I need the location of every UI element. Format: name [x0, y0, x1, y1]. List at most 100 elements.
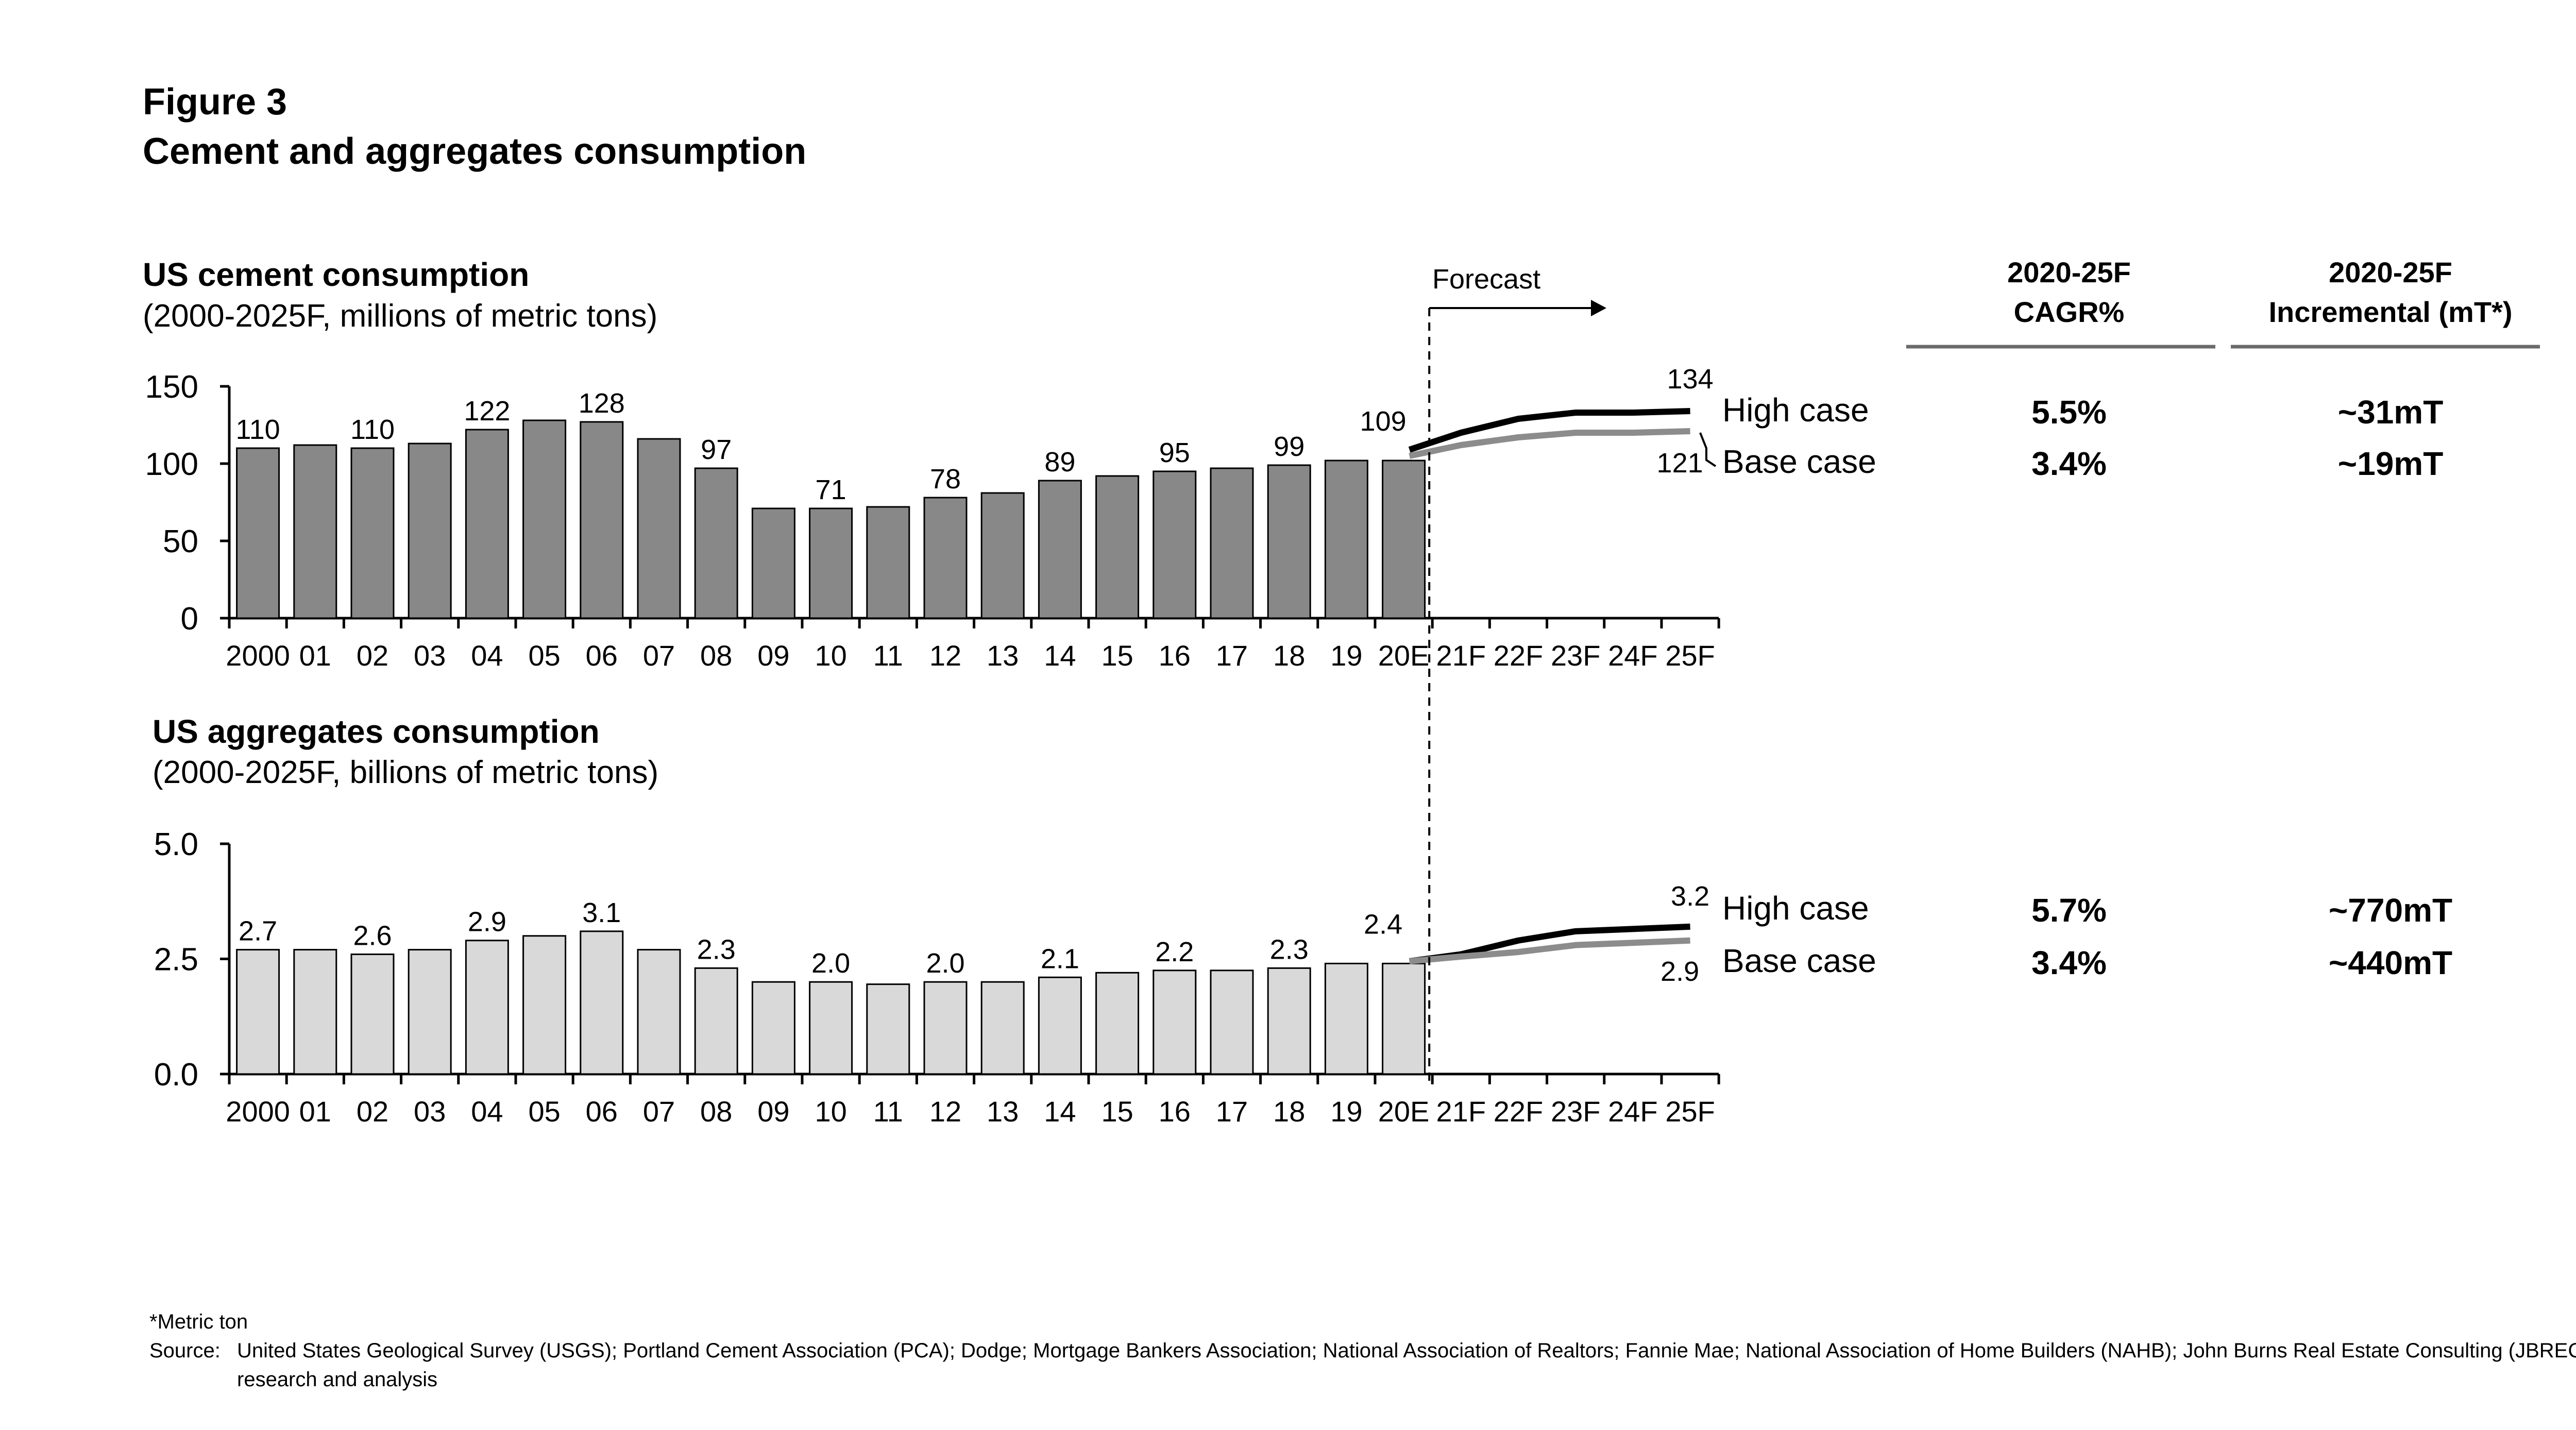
case-name: High case	[1722, 890, 1869, 927]
incremental-value: ~440mT	[2329, 944, 2452, 981]
bar-data-label: 2.7	[239, 916, 277, 947]
high-case-end-label: 3.2	[1671, 881, 1709, 912]
x-tick-label: 03	[414, 1095, 446, 1128]
bar	[694, 467, 738, 619]
x-tick-label: 02	[357, 1095, 388, 1128]
x-tick-label: 11	[873, 1095, 903, 1128]
forecast-label: Forecast	[1432, 264, 1540, 295]
footnotes: *Metric ton Source: United States Geolog…	[149, 1307, 2576, 1394]
bar-data-label: 2.0	[811, 948, 850, 979]
x-tick-label: 09	[757, 1095, 789, 1128]
cagr-header-line2: CAGR%	[2014, 296, 2125, 328]
bar-data-label: 97	[701, 434, 732, 465]
bar-data-label: 99	[1274, 431, 1304, 462]
x-tick-label: 06	[586, 1095, 618, 1128]
x-tick-label: 07	[643, 1095, 675, 1128]
y-tick-label: 2.5	[154, 942, 198, 978]
bar	[293, 949, 337, 1075]
x-tick-label: 11	[873, 639, 903, 672]
bar	[866, 506, 910, 619]
bar	[1267, 464, 1311, 619]
x-tick-label: 04	[471, 1095, 503, 1128]
panel-subtitle: (2000-2025F, billions of metric tons)	[152, 755, 658, 790]
x-tick-label: 23F	[1551, 639, 1601, 672]
x-tick-label: 19	[1330, 639, 1362, 672]
bar	[522, 935, 567, 1075]
bar	[923, 981, 968, 1075]
x-tick-label: 01	[299, 639, 331, 672]
incremental-header-line2: Incremental (mT*)	[2269, 296, 2513, 328]
metric-ton-note: *Metric ton	[149, 1310, 248, 1333]
bar	[1038, 480, 1082, 619]
bar-data-label: 110	[236, 414, 280, 445]
bar-data-label: 2.1	[1041, 943, 1079, 974]
figure-title: Cement and aggregates consumption	[143, 131, 807, 172]
bar	[694, 967, 738, 1075]
base-case-line	[1409, 937, 1690, 964]
bar-data-label: 109	[1360, 406, 1406, 437]
bar	[1210, 467, 1254, 619]
bar	[1038, 976, 1082, 1075]
incremental-header-line1: 2020-25F	[2329, 256, 2452, 288]
x-tick-label: 13	[987, 639, 1019, 672]
bar	[350, 954, 395, 1075]
x-tick-label: 10	[815, 639, 846, 672]
x-tick-label: 21F	[1436, 639, 1486, 672]
incremental-value: ~770mT	[2329, 892, 2452, 929]
bar	[866, 983, 910, 1075]
bar-data-label: 78	[930, 464, 961, 495]
case-name: High case	[1722, 391, 1869, 429]
cagr-value: 3.4%	[2031, 944, 2107, 981]
x-tick-label: 02	[357, 639, 388, 672]
high-case-end-label: 134	[1667, 364, 1714, 395]
bar	[580, 421, 624, 619]
panel-subtitle: (2000-2025F, millions of metric tons)	[143, 298, 657, 334]
x-tick-label: 20E	[1378, 639, 1430, 672]
bar	[350, 447, 395, 619]
bar	[1324, 459, 1368, 619]
x-tick-label: 08	[700, 1095, 732, 1128]
bar-data-label: 110	[350, 414, 395, 445]
x-tick-label: 22F	[1494, 639, 1544, 672]
x-tick-label: 14	[1044, 639, 1076, 672]
bar	[980, 981, 1025, 1075]
case-name: Base case	[1722, 443, 1876, 480]
bar	[809, 981, 853, 1075]
x-tick-label: 12	[929, 639, 961, 672]
base-case-end-label: 2.9	[1660, 956, 1699, 987]
x-tick-label: 16	[1159, 1095, 1191, 1128]
bar-data-label: 122	[464, 396, 510, 427]
x-tick-label: 06	[586, 639, 618, 672]
bar	[293, 444, 337, 619]
bar	[465, 940, 509, 1075]
bar	[236, 949, 280, 1075]
bar-data-label: 128	[579, 388, 625, 419]
bar	[637, 949, 681, 1075]
x-tick-label: 21F	[1436, 1095, 1486, 1128]
x-tick-label: 04	[471, 639, 503, 672]
x-tick-label: 17	[1216, 639, 1248, 672]
bar-data-label: 2.6	[353, 921, 392, 951]
bar	[809, 507, 853, 619]
bar	[980, 492, 1025, 619]
bar	[1153, 969, 1197, 1075]
cagr-value: 3.4%	[2031, 445, 2107, 482]
bar	[637, 438, 681, 619]
bar-data-label: 2.4	[1364, 909, 1402, 940]
y-tick-label: 50	[163, 524, 198, 559]
panel-title: US aggregates consumption	[152, 713, 600, 750]
bar-data-label: 2.9	[468, 907, 506, 938]
bar	[923, 497, 968, 619]
bar	[236, 447, 280, 619]
cagr-value: 5.5%	[2031, 394, 2107, 431]
x-tick-label: 03	[414, 639, 446, 672]
x-tick-label: 20E	[1378, 1095, 1430, 1128]
base-case-line	[1409, 428, 1690, 459]
bar	[1210, 969, 1254, 1075]
bar	[522, 419, 567, 619]
bar	[1382, 459, 1426, 619]
bar	[751, 981, 795, 1075]
high-case-line	[1408, 408, 1690, 453]
x-tick-label: 15	[1101, 639, 1133, 672]
cagr-value: 5.7%	[2031, 892, 2107, 929]
